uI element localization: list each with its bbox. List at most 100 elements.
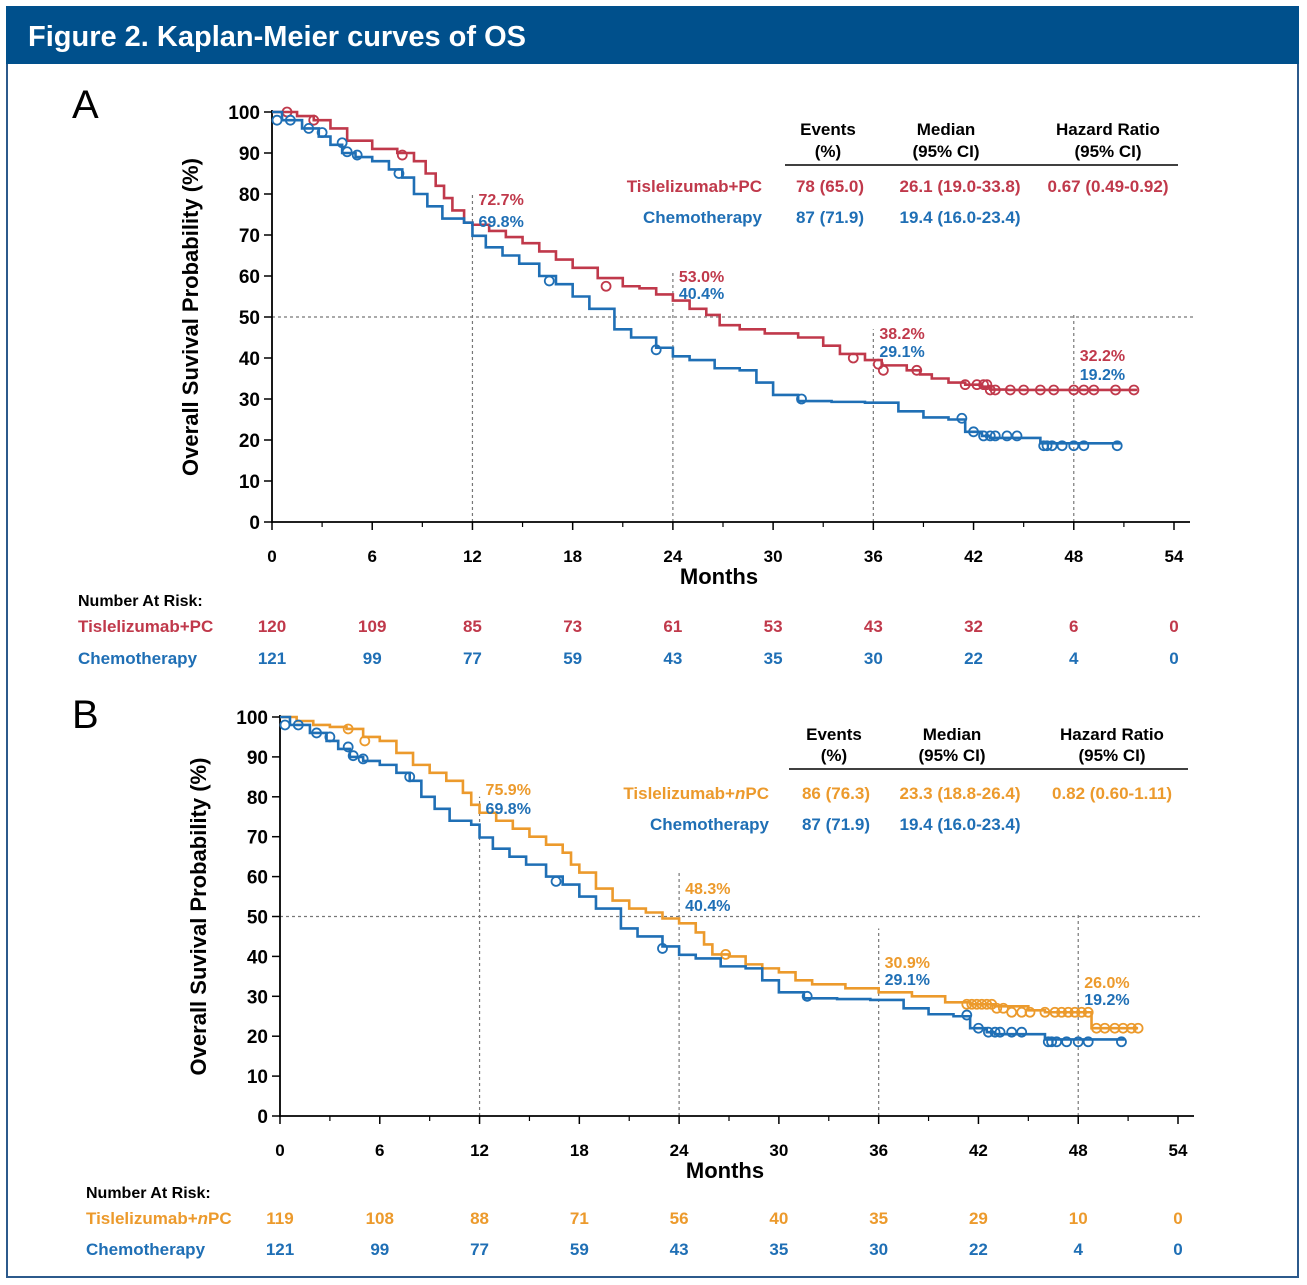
panel-a-risk-value: 32 (964, 617, 983, 636)
panel-a-y-tick-label: 80 (239, 185, 260, 206)
panel-a-table-row-events: 78 (65.0) (796, 177, 864, 196)
panel-a-x-tick-label: 12 (463, 547, 482, 566)
panel-b-censor-mark (1051, 1036, 1063, 1048)
panel-a-risk-value: 120 (258, 617, 286, 636)
panel-b-landmark-value-treatment: 75.9% (486, 782, 531, 799)
panel-b-series-treatment-curve (280, 715, 1139, 1030)
panel-b-risk-value: 35 (869, 1209, 888, 1228)
panel-a-x-tick-label: 54 (1165, 547, 1184, 566)
panel-b-landmark-value-treatment: 30.9% (885, 955, 930, 972)
panel-b-risk-value: 119 (266, 1209, 293, 1228)
panel-a-risk-value: 0 (1169, 617, 1178, 636)
panel-a-landmark-value-treatment: 72.7% (478, 192, 523, 209)
panel-b-censor-mark (989, 1026, 1001, 1038)
panel-a-x-tick-label: 24 (663, 547, 682, 566)
panel-b-censor-mark (359, 735, 371, 747)
panel-a-risk-row-name: Tislelizumab+PC (78, 617, 213, 636)
panel-b-risk-value: 10 (1069, 1209, 1088, 1228)
panel-b-censor-mark (983, 1026, 994, 1038)
panel-a-censor-mark (650, 344, 662, 356)
panel-a-x-tick-label: 18 (563, 547, 582, 566)
panel-b-landmark-value-treatment: 26.0% (1084, 975, 1129, 992)
panel-b-x-axis-label: Months (686, 1158, 764, 1183)
panel-b-censor-mark (1082, 1006, 1094, 1018)
panel-a-risk-value: 35 (764, 649, 783, 668)
panel-b-censor-mark (991, 1002, 1003, 1014)
panel-a-x-axis-label: Months (680, 564, 758, 589)
panel-b-risk-value: 71 (570, 1209, 589, 1228)
panel-b-landmark-value-chemotherapy: 29.1% (885, 972, 930, 989)
panel-b-censor-mark (1061, 1036, 1072, 1048)
panel-a-risk-value: 43 (864, 617, 883, 636)
panel-b-censor-mark (292, 719, 304, 731)
panel-a-censor-mark (968, 426, 979, 438)
panel-b-censor-mark (720, 949, 732, 960)
panel-b-risk-value: 43 (670, 1240, 689, 1259)
panel-b-risk-row-name: Tislelizumab+nPC (86, 1209, 232, 1228)
panel-a-label: A (72, 83, 99, 127)
panel-a-censor-mark (1056, 440, 1068, 452)
panel-a-censor-mark (877, 364, 889, 376)
panel-b-table-row-median: 23.3 (18.8-26.4) (900, 784, 1021, 803)
panel-b-censor-mark (961, 1009, 973, 1021)
panel-b-y-tick-label: 60 (247, 868, 268, 889)
panel-b-table-header-median: Median (923, 725, 982, 744)
panel-b-x-tick-label: 6 (375, 1141, 384, 1160)
panel-a-censor-mark (1041, 440, 1053, 452)
panel-a-censor-mark (796, 393, 807, 405)
panel-a-y-tick-label: 0 (249, 513, 260, 534)
panel-a-censor-mark (911, 364, 923, 376)
figure-header: Figure 2. Kaplan-Meier curves of OS (6, 6, 1299, 64)
panel-a-table-header-events-sub: (%) (815, 142, 841, 161)
panel-b-censor-mark (342, 723, 354, 735)
panel-a-landmark-value-chemotherapy: 40.4% (679, 286, 724, 303)
panel-a-risk-value: 73 (563, 617, 582, 636)
panel-a-table-row-median: 26.1 (19.0-33.8) (900, 177, 1021, 196)
panel-b-y-tick-label: 80 (247, 788, 268, 809)
panel-a-risk-value: 77 (463, 649, 482, 668)
panel-a-censor-mark (1128, 384, 1140, 396)
panel-a-x-tick-label: 30 (764, 547, 783, 566)
panel-b-y-tick-label: 50 (247, 908, 268, 929)
panel-a-censor-mark (341, 146, 353, 158)
panel-b-censor-mark (279, 719, 291, 731)
panel-b-risk-row-name: Chemotherapy (86, 1240, 206, 1259)
panel-a-censor-mark (1048, 384, 1060, 396)
panel-b-censor-mark (1099, 1022, 1111, 1034)
panel-b-table-header-events-sub: (%) (821, 746, 847, 765)
panel-a-censor-mark (956, 412, 968, 424)
panel-b-y-tick-label: 10 (247, 1067, 268, 1088)
panel-b-y-tick-label: 40 (247, 947, 268, 968)
panel-b-censor-mark (1132, 1022, 1144, 1034)
panel-b-y-axis-label: Overall Suvival Probability (%) (186, 758, 211, 1076)
panel-b-censor-mark (994, 1026, 1006, 1038)
panel-a-y-tick-label: 50 (239, 308, 260, 329)
panel-b-risk-value: 59 (570, 1240, 589, 1259)
panel-a-censor-mark (984, 384, 996, 396)
panel-b-censor-mark (1039, 1006, 1051, 1018)
panel-a-y-tick-label: 20 (239, 431, 260, 452)
panel-a-risk-value: 99 (363, 649, 382, 668)
panel-a-risk-value: 22 (964, 649, 983, 668)
panel-a-risk-value: 4 (1069, 649, 1079, 668)
panel-a-censor-mark (1068, 384, 1080, 396)
panel-b-censor-mark (966, 998, 978, 1010)
panel-b-y-tick-label: 30 (247, 987, 268, 1008)
panel-b-censor-mark (1006, 1006, 1018, 1018)
panel-b-risk-value: 35 (769, 1240, 788, 1259)
panel-a-censor-mark (1046, 440, 1058, 452)
panel-b-censor-mark (1062, 1006, 1074, 1018)
figure-title: Figure 2. Kaplan-Meier curves of OS (28, 21, 526, 53)
panel-b-x-tick-label: 42 (969, 1141, 988, 1160)
panel-b-censor-mark (1006, 1026, 1018, 1038)
panel-a-censor-mark (393, 168, 405, 179)
panel-b-risk-value: 40 (769, 1209, 788, 1228)
panel-b-x-tick-label: 48 (1069, 1141, 1088, 1160)
panel-a-risk-value: 0 (1169, 649, 1178, 668)
panel-b-censor-mark (1072, 1036, 1084, 1048)
panel-a-table-header-events: Events (800, 120, 856, 139)
panel-a-y-tick-label: 60 (239, 267, 260, 288)
panel-a-x-tick-label: 42 (964, 547, 983, 566)
panel-b-y-tick-label: 0 (257, 1107, 268, 1128)
panel-b-censor-mark (981, 998, 993, 1010)
